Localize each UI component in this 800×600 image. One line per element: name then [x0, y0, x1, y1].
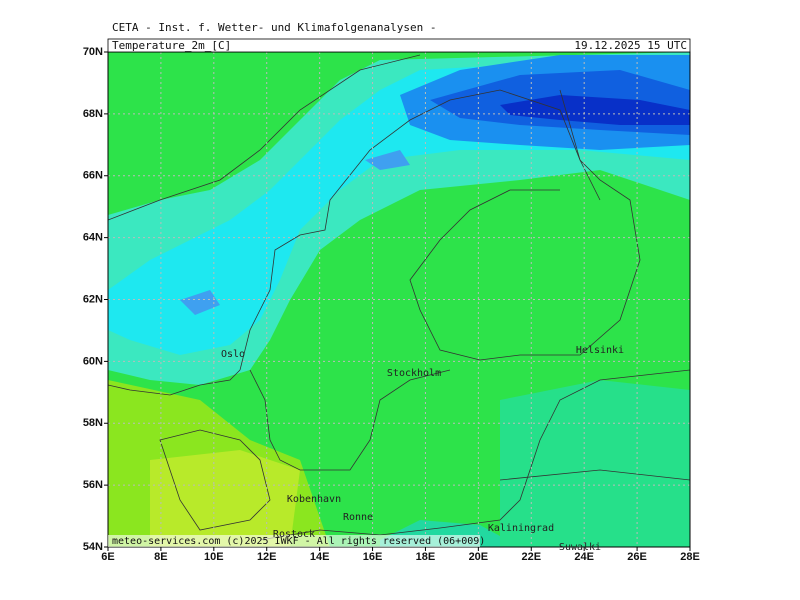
- lat-tick-label: 66N: [83, 170, 103, 182]
- title-bar: [107, 38, 691, 53]
- lat-tick-label: 64N: [83, 232, 103, 244]
- city-label: Rostock: [273, 529, 315, 540]
- lat-tick-label: 54N: [83, 541, 103, 553]
- lat-tick-label: 56N: [83, 479, 103, 491]
- city-label: Suwalki: [559, 542, 601, 553]
- city-label: Stockholm: [387, 368, 441, 379]
- lon-tick-label: 14E: [310, 551, 330, 563]
- city-label: Kobenhavn: [287, 494, 341, 505]
- lon-tick-label: 16E: [363, 551, 383, 563]
- lat-tick-label: 58N: [83, 417, 103, 429]
- city-label: Helsinki: [576, 345, 624, 356]
- lon-tick-label: 28E: [680, 551, 700, 563]
- map-title: Temperature_2m_[C]: [112, 39, 231, 52]
- map-date: 19.12.2025 15 UTC: [574, 39, 687, 52]
- footer-bg: [108, 535, 480, 547]
- city-label: Ronne: [343, 512, 373, 523]
- footer: meteo-services.com (c)2025 IWKF - All ri…: [112, 536, 485, 547]
- lon-tick-label: 24E: [574, 551, 594, 563]
- lon-tick-label: 26E: [627, 551, 647, 563]
- lon-tick-label: 22E: [521, 551, 541, 563]
- lat-tick-label: 62N: [83, 293, 103, 305]
- lon-tick-label: 12E: [257, 551, 277, 563]
- grid: [108, 52, 690, 547]
- lat-tick-label: 60N: [83, 355, 103, 367]
- lat-tick-label: 70N: [83, 46, 103, 58]
- lon-tick-label: 8E: [154, 551, 167, 563]
- lon-tick-label: 18E: [416, 551, 436, 563]
- lat-tick-label: 68N: [83, 108, 103, 120]
- city-label: Kaliningrad: [488, 523, 554, 534]
- labels: 6E 8E 10E 12E 14E 16E 18E 20E 22E 24E 26E 28E 54N 56N…: [83, 46, 700, 563]
- lon-tick-label: 10E: [204, 551, 224, 563]
- lon-tick-label: 20E: [469, 551, 489, 563]
- lon-tick-label: 6E: [101, 551, 114, 563]
- header: CETA - Inst. f. Wetter- und Klimafolgena…: [112, 21, 437, 34]
- city-label: Oslo: [221, 349, 245, 360]
